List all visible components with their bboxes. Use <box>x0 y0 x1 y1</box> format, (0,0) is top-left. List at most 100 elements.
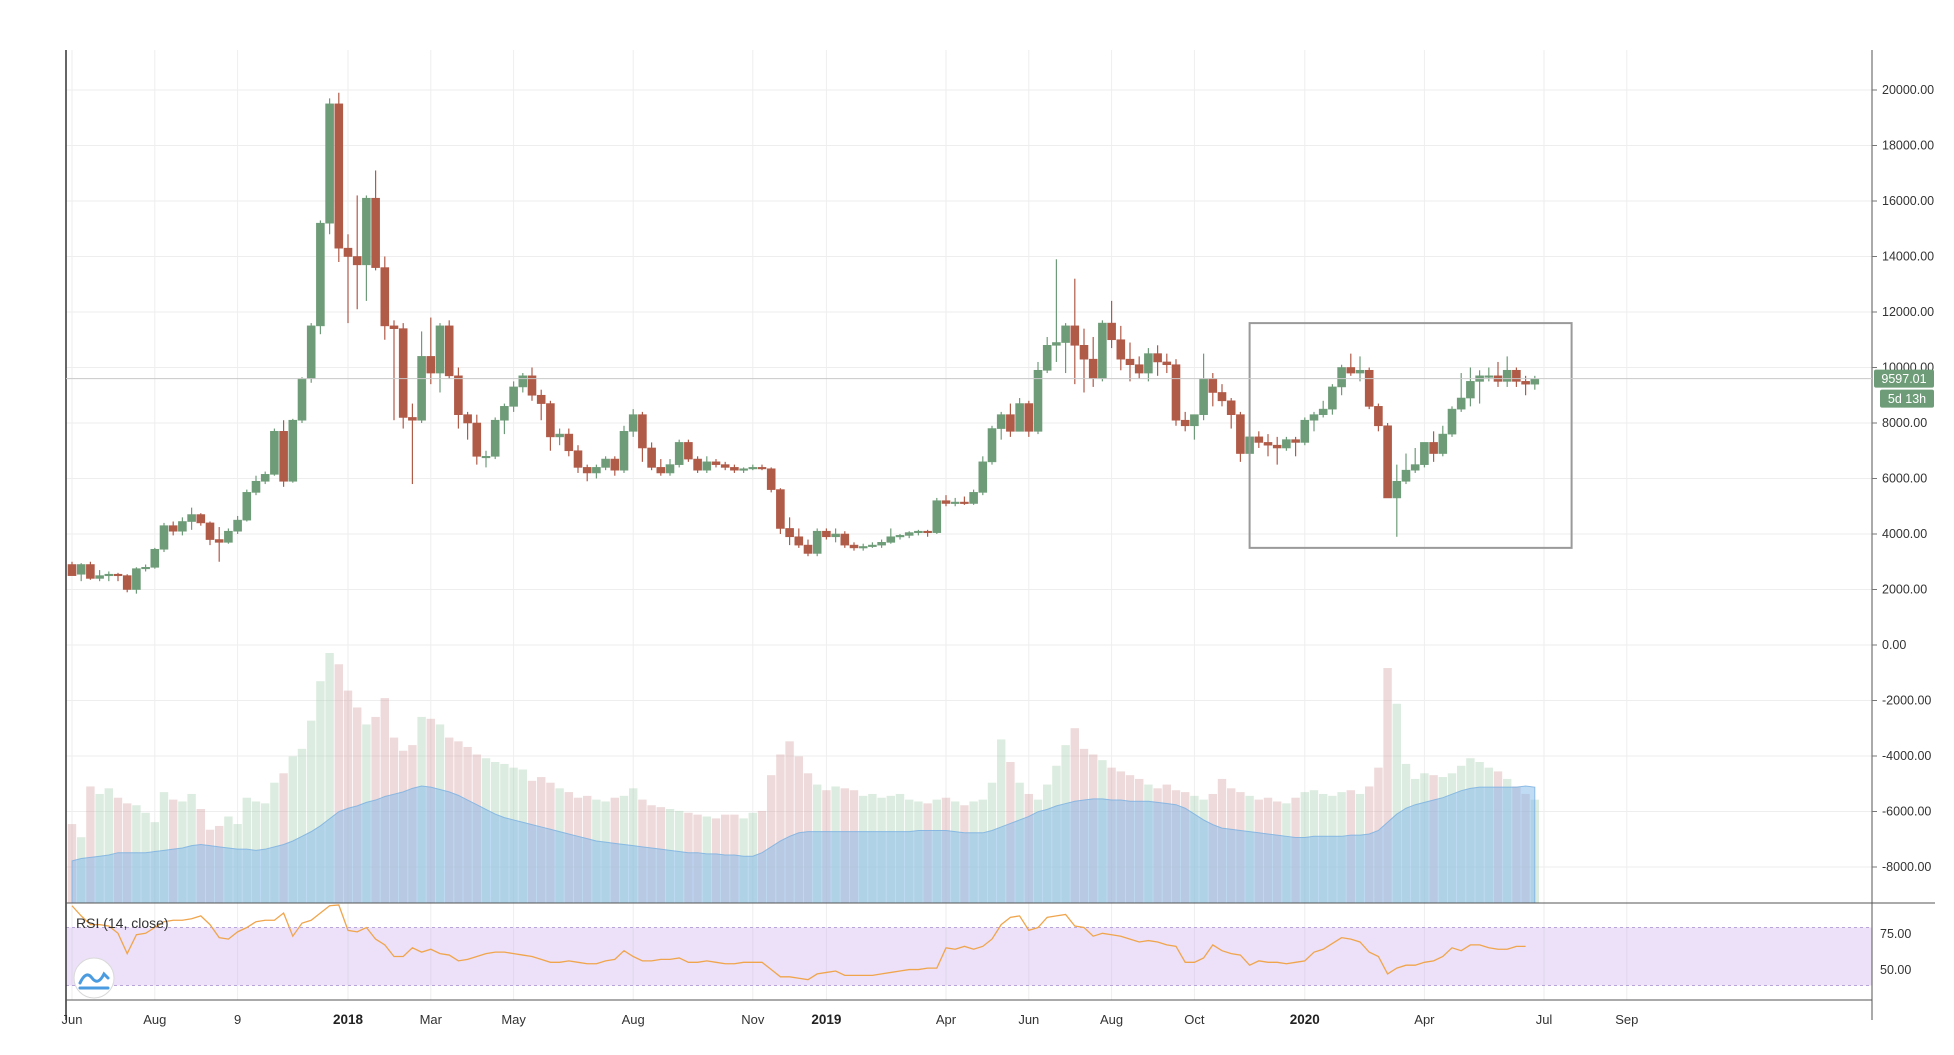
candle[interactable] <box>702 456 712 473</box>
candle[interactable] <box>325 98 334 235</box>
candle[interactable] <box>1410 447 1420 473</box>
candle[interactable] <box>279 420 288 487</box>
candle[interactable] <box>1263 434 1273 457</box>
candle[interactable] <box>564 428 574 457</box>
candle[interactable] <box>1401 453 1411 485</box>
candle[interactable] <box>831 528 840 543</box>
candle[interactable] <box>1502 356 1512 387</box>
candle[interactable] <box>1337 364 1346 396</box>
candle[interactable] <box>518 373 528 393</box>
candle[interactable] <box>969 489 978 505</box>
candle[interactable] <box>601 456 610 471</box>
candle[interactable] <box>619 425 629 473</box>
candle[interactable] <box>785 517 794 546</box>
candle[interactable] <box>886 528 896 544</box>
candle[interactable] <box>426 317 436 385</box>
candle[interactable] <box>656 459 666 476</box>
candle[interactable] <box>1079 328 1089 393</box>
candle[interactable] <box>1318 400 1328 418</box>
tradingview-icon[interactable] <box>73 957 115 999</box>
candle[interactable] <box>536 389 546 421</box>
candle[interactable] <box>1466 367 1475 407</box>
candle[interactable] <box>1098 320 1107 382</box>
candle[interactable] <box>960 496 969 505</box>
candle[interactable] <box>1171 359 1181 426</box>
candle[interactable] <box>592 464 601 479</box>
candle[interactable] <box>316 220 325 335</box>
candle[interactable] <box>794 528 804 548</box>
candle[interactable] <box>1254 431 1264 448</box>
candle[interactable] <box>380 256 390 340</box>
candle[interactable] <box>858 543 868 551</box>
candle[interactable] <box>1383 423 1392 499</box>
candle[interactable] <box>1162 353 1172 374</box>
candle[interactable] <box>803 539 813 557</box>
candle[interactable] <box>1438 425 1448 457</box>
candle[interactable] <box>122 574 132 593</box>
candle[interactable] <box>187 507 196 530</box>
candle[interactable] <box>233 515 242 534</box>
candle[interactable] <box>1420 442 1429 468</box>
candle[interactable] <box>1447 406 1457 437</box>
candle[interactable] <box>766 467 776 493</box>
candle[interactable] <box>141 564 150 572</box>
candle[interactable] <box>1052 259 1061 362</box>
candle[interactable] <box>527 367 537 401</box>
candle[interactable] <box>923 529 932 537</box>
candle[interactable] <box>684 439 693 462</box>
candle[interactable] <box>950 497 960 507</box>
candle[interactable] <box>1309 411 1319 432</box>
candle[interactable] <box>389 320 399 421</box>
candle[interactable] <box>840 531 850 548</box>
candle[interactable] <box>1291 436 1300 457</box>
candle[interactable] <box>1180 411 1190 432</box>
candle[interactable] <box>739 467 748 473</box>
candle[interactable] <box>638 411 647 462</box>
candle[interactable] <box>67 561 77 576</box>
candle[interactable] <box>1236 411 1245 462</box>
candle[interactable] <box>1024 400 1034 437</box>
candle[interactable] <box>582 464 592 482</box>
candle[interactable] <box>546 400 555 451</box>
candle[interactable] <box>1033 361 1043 435</box>
candle[interactable] <box>1116 325 1126 371</box>
candle[interactable] <box>647 442 656 471</box>
candle[interactable] <box>1107 300 1116 349</box>
candle[interactable] <box>113 572 123 582</box>
candle[interactable] <box>104 571 114 582</box>
candle[interactable] <box>306 323 316 383</box>
candle[interactable] <box>1226 398 1236 429</box>
candle[interactable] <box>472 414 482 465</box>
candle[interactable] <box>914 529 923 536</box>
candle[interactable] <box>996 411 1006 440</box>
candle[interactable] <box>1364 367 1374 410</box>
candle[interactable] <box>776 488 785 534</box>
candle[interactable] <box>1355 356 1365 382</box>
candle[interactable] <box>868 542 877 548</box>
candle[interactable] <box>1006 403 1015 437</box>
rsi-panel[interactable] <box>66 904 1872 986</box>
candle[interactable] <box>150 547 160 569</box>
candle[interactable] <box>987 425 997 465</box>
candle[interactable] <box>1134 356 1144 379</box>
candle[interactable] <box>132 567 141 594</box>
candle[interactable] <box>1144 348 1153 382</box>
candle[interactable] <box>297 377 307 423</box>
candle[interactable] <box>1392 464 1402 537</box>
candle[interactable] <box>1300 417 1310 446</box>
candle[interactable] <box>1272 436 1282 465</box>
candle[interactable] <box>490 417 500 460</box>
candle[interactable] <box>1282 436 1291 451</box>
candle[interactable] <box>665 459 675 476</box>
candle[interactable] <box>1374 403 1383 432</box>
candle[interactable] <box>260 471 270 485</box>
candle[interactable] <box>1125 342 1135 382</box>
candle[interactable] <box>812 528 822 557</box>
candle[interactable] <box>904 531 914 539</box>
candle[interactable] <box>822 528 831 540</box>
candle[interactable] <box>159 522 169 553</box>
candle[interactable] <box>1346 353 1356 376</box>
candle[interactable] <box>757 464 767 471</box>
candle[interactable] <box>371 170 380 271</box>
